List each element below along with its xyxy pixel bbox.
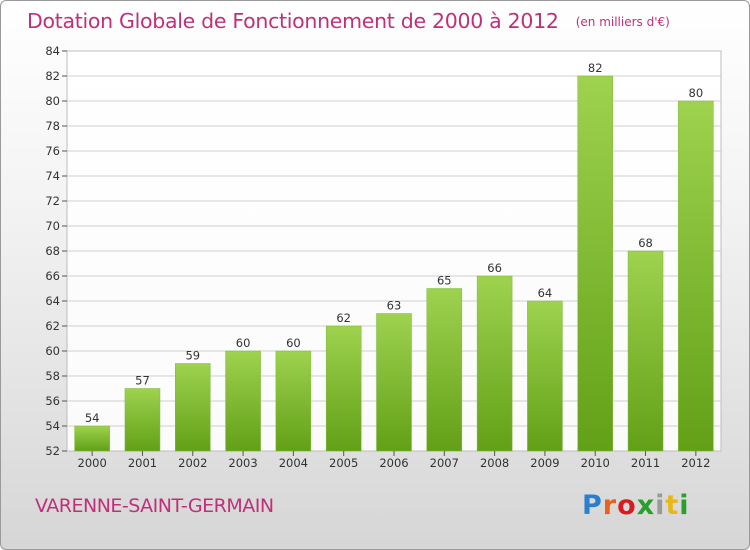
data-label: 82 [588, 61, 603, 75]
bar [225, 350, 261, 452]
bar [527, 300, 563, 452]
x-tick-label: 2001 [128, 456, 157, 470]
logo-letter: r [602, 490, 618, 521]
data-labels: 54 57 59 60 60 62 63 65 66 64 82 68 80 [85, 61, 703, 425]
logo-letter: i [655, 490, 666, 521]
x-tick-label: 2011 [631, 456, 660, 470]
y-tick-label: 84 [45, 44, 60, 58]
x-tick-label: 2007 [430, 456, 459, 470]
data-label: 60 [286, 336, 301, 350]
logo-letter: o [617, 490, 637, 521]
logo-letter: t [665, 490, 680, 521]
data-label: 57 [135, 374, 150, 388]
unit-note: (en milliers d'€) [575, 15, 670, 29]
y-tick-label: 52 [45, 444, 60, 458]
x-tick-label: 2008 [480, 456, 509, 470]
y-tick-label: 74 [45, 169, 60, 183]
x-tick-label: 2006 [379, 456, 408, 470]
bar [325, 325, 362, 452]
x-tick-label: 2002 [178, 456, 207, 470]
bar [678, 100, 714, 452]
y-tick-label: 64 [45, 294, 60, 308]
bar [627, 250, 664, 452]
y-axis-ticks: 52 54 56 58 60 62 64 66 68 70 72 74 76 78 80 82 84 [45, 44, 67, 458]
y-tick-label: 62 [45, 319, 60, 333]
x-tick-label: 2003 [228, 456, 257, 470]
logo-letter: x [636, 490, 656, 521]
y-tick-label: 58 [45, 369, 60, 383]
data-label: 64 [538, 286, 553, 300]
y-tick-label: 68 [45, 244, 60, 258]
y-tick-label: 72 [45, 194, 60, 208]
data-label: 59 [185, 349, 200, 363]
bar [124, 388, 161, 452]
commune-name: VARENNE-SAINT-GERMAIN [35, 495, 274, 517]
y-tick-label: 56 [45, 394, 60, 408]
bar [476, 275, 513, 452]
data-label: 54 [85, 411, 100, 425]
title-row: Dotation Globale de Fonctionnement de 20… [27, 9, 670, 33]
bar [577, 75, 613, 452]
y-tick-label: 76 [45, 144, 60, 158]
x-tick-label: 2004 [279, 456, 308, 470]
y-tick-label: 80 [45, 94, 60, 108]
y-tick-label: 82 [45, 69, 60, 83]
x-tick-label: 2000 [78, 456, 107, 470]
y-tick-label: 66 [45, 269, 60, 283]
y-tick-label: 70 [45, 219, 60, 233]
bar [175, 363, 211, 452]
x-tick-label: 2012 [681, 456, 710, 470]
y-tick-label: 60 [45, 344, 60, 358]
data-label: 63 [387, 299, 402, 313]
x-tick-label: 2009 [530, 456, 559, 470]
data-label: 60 [236, 336, 251, 350]
bar [426, 288, 463, 452]
logo-letter: i [679, 490, 690, 521]
bar [74, 425, 110, 452]
bars [74, 75, 714, 452]
data-label: 68 [638, 236, 653, 250]
x-axis-ticks: 2000 2001 2002 2003 2004 2005 2006 2007 2008 2009… [78, 451, 710, 470]
chart-title: Dotation Globale de Fonctionnement de 20… [27, 9, 559, 33]
data-label: 66 [487, 261, 502, 275]
x-tick-label: 2010 [581, 456, 610, 470]
bar [376, 313, 412, 452]
data-label: 62 [336, 311, 351, 325]
data-label: 65 [437, 274, 452, 288]
proxiti-logo: Proxiti [582, 490, 690, 521]
y-tick-label: 78 [45, 119, 60, 133]
y-tick-label: 54 [45, 419, 60, 433]
logo-letter: P [582, 490, 603, 521]
bar [275, 350, 312, 452]
data-label: 80 [689, 86, 704, 100]
x-tick-label: 2005 [329, 456, 358, 470]
